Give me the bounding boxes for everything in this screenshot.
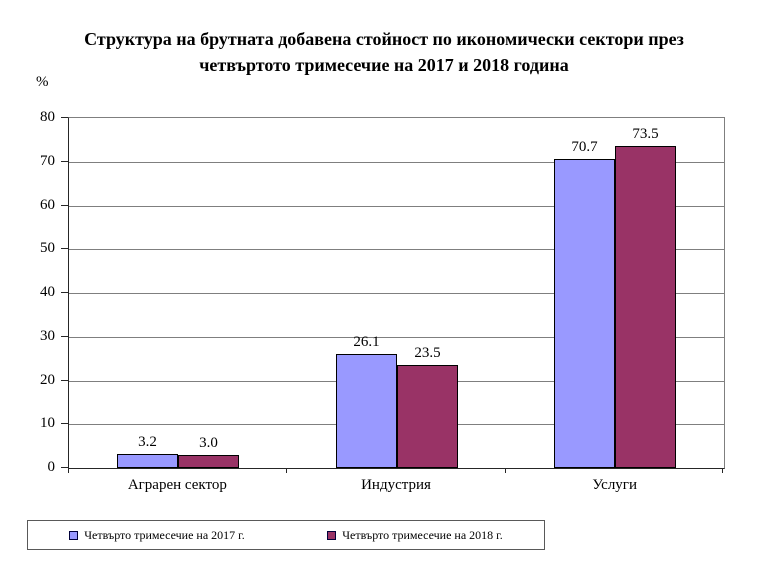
y-tick-label: 10 (40, 415, 55, 432)
y-axis-unit-label: % (36, 74, 49, 90)
y-tick-label: 0 (47, 459, 56, 475)
y-tick-mark (61, 379, 68, 381)
bar-value-label: 3.0 (199, 435, 218, 451)
bar-value-label: 3.2 (138, 434, 157, 450)
bar-series1 (336, 354, 397, 468)
x-tick-mark (68, 468, 69, 473)
y-gridline (69, 205, 724, 207)
y-gridline (69, 249, 724, 251)
x-category-label: Аграрен сектор (127, 477, 227, 493)
bar-value-label: 26.1 (353, 334, 380, 350)
x-axis: Аграрен сектор Индустрия Услуги (68, 468, 724, 494)
x-tick-mark (722, 468, 723, 473)
legend-marker-icon (327, 530, 337, 540)
chart-title-line2: четвъртото тримесечие на 2017 и 2018 год… (199, 55, 569, 75)
y-gridline (69, 336, 724, 338)
x-axis-labels: Аграрен сектор Индустрия Услуги (68, 468, 724, 494)
x-tick-mark (505, 468, 506, 473)
y-tick-label: 80 (40, 109, 55, 125)
bar-value-label: 70.7 (571, 139, 598, 155)
y-tick-mark (61, 117, 68, 118)
legend-entry: Четвърто тримесечие на 2018 г. (286, 528, 544, 543)
legend-label: Четвърто тримесечие на 2017 г. (84, 527, 245, 542)
bar-series1 (117, 454, 178, 468)
bar-series2 (178, 455, 239, 468)
bar-series1 (554, 159, 615, 468)
bar-series2 (397, 365, 458, 468)
y-tick-mark (61, 204, 68, 206)
y-axis: 0 10 20 30 40 50 60 70 80 (0, 109, 68, 475)
y-gridline (69, 161, 724, 163)
legend: Четвърто тримесечие на 2017 г. Четвърто т… (27, 520, 545, 550)
legend-label: Четвърто тримесечие на 2018 г. (342, 527, 503, 542)
y-tick-label: 60 (40, 196, 55, 213)
y-tick-mark (61, 423, 68, 425)
y-tick-label: 20 (40, 371, 55, 388)
bar-value-label: 73.5 (632, 126, 659, 142)
bar-series2 (615, 146, 676, 468)
y-tick-mark (61, 292, 68, 293)
chart-title-line1: Структура на брутната добавена стойност … (84, 29, 684, 49)
y-tick-label: 30 (40, 327, 55, 344)
y-tick-mark (61, 248, 68, 250)
legend-marker-icon (69, 530, 79, 540)
bar-value-label: 23.5 (414, 345, 441, 361)
chart-title: Структура на брутната добавена стойност … (0, 26, 768, 78)
y-tick-label: 50 (40, 240, 55, 257)
y-tick-mark (61, 335, 68, 337)
legend-entry: Четвърто тримесечие на 2017 г. (28, 528, 286, 543)
x-category-label: Индустрия (361, 477, 431, 493)
y-tick-label: 40 (40, 284, 55, 300)
plot-area: 3.2 3.0 26.1 23.5 70.7 73.5 (68, 117, 725, 469)
x-tick-mark (286, 468, 287, 473)
x-category-label: Услуги (592, 477, 637, 493)
y-tick-label: 70 (40, 152, 55, 169)
y-gridline (69, 293, 724, 294)
y-tick-mark (61, 160, 68, 162)
y-tick-mark (61, 467, 68, 468)
